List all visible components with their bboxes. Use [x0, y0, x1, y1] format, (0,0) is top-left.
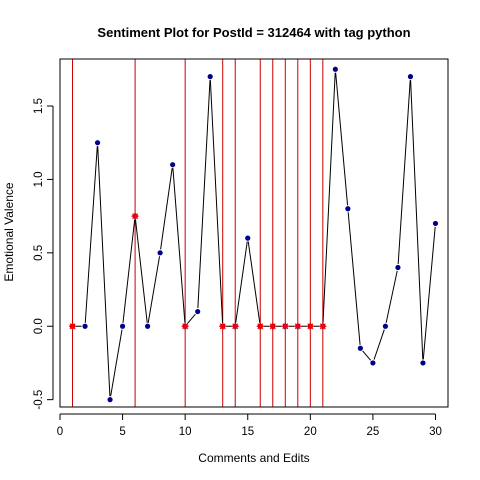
series-segment [410, 80, 424, 360]
x-tick-label: 10 [179, 426, 192, 438]
edit-marker [231, 322, 239, 330]
series-segment [385, 270, 398, 323]
series-segment [235, 241, 248, 323]
series-segment [84, 146, 98, 323]
y-tick-label: 1.5 [33, 98, 45, 114]
chart-title: Sentiment Plot for PostId = 312464 with … [97, 25, 410, 40]
data-point [407, 74, 414, 80]
y-axis-label: Emotional Valence [2, 182, 16, 281]
series-segment [322, 72, 336, 323]
edit-marker-stroke [307, 323, 314, 330]
series-segment [373, 329, 385, 360]
plot-frame [59, 58, 449, 408]
series-segment [197, 80, 211, 309]
series-segment [172, 168, 186, 323]
x-tick-label: 20 [304, 426, 317, 438]
series-segment [187, 313, 196, 324]
series-segment [335, 72, 349, 206]
vertical-lines [72, 59, 324, 407]
data-point [370, 360, 376, 366]
edit-markers [68, 212, 327, 330]
edit-marker [131, 212, 139, 220]
x-tick-label: 5 [119, 426, 125, 438]
series-segment [209, 80, 224, 323]
data-point [195, 308, 201, 315]
data-point [432, 220, 439, 227]
data-point [157, 250, 163, 256]
data-point [332, 66, 338, 72]
x-tick-label: 15 [241, 426, 254, 438]
series-segment [397, 80, 411, 265]
edit-marker-stroke [132, 213, 139, 220]
edit-marker-stroke [269, 323, 276, 330]
data-point [145, 323, 151, 329]
edit-marker-stroke [319, 323, 326, 330]
edit-marker [256, 322, 264, 330]
data-point [420, 360, 426, 366]
edit-marker-stroke [257, 323, 264, 330]
series-segment [147, 256, 161, 323]
y-tick-label: 0.0 [33, 318, 45, 334]
series-segment [134, 219, 148, 323]
edit-marker-stroke [69, 323, 76, 330]
data-point [170, 162, 176, 168]
x-axis-label: Comments and Edits [198, 451, 309, 465]
series-segment [122, 219, 136, 323]
edit-marker [294, 322, 302, 330]
edit-marker [319, 322, 327, 330]
edit-marker-stroke [182, 323, 189, 330]
data-point [245, 235, 251, 241]
edit-marker [68, 322, 77, 330]
data-point [119, 323, 126, 329]
data-point [207, 74, 213, 80]
series-segment [422, 226, 436, 360]
x-tick-label: 0 [57, 426, 63, 438]
y-axis: -0.5 0.0 0.5 1.0 1.5 [33, 98, 54, 410]
data-point [357, 345, 363, 351]
series-segment [97, 146, 111, 397]
edit-marker-stroke [294, 323, 301, 330]
data-point [382, 323, 389, 329]
edit-marker-stroke [219, 323, 226, 330]
data-point [395, 264, 401, 271]
data-point [82, 323, 88, 329]
y-tick-label: 1.0 [33, 171, 45, 187]
x-axis: 0 5 10 15 20 25 30 [57, 413, 442, 438]
series-segment [247, 241, 261, 323]
y-tick-label: -0.5 [33, 390, 45, 410]
series-line [76, 72, 436, 397]
edit-marker-stroke [282, 323, 289, 330]
edit-marker [269, 322, 277, 330]
data-point [94, 140, 101, 146]
data-point [107, 397, 113, 403]
edit-marker [219, 322, 227, 330]
x-tick-label: 30 [429, 426, 442, 438]
series-segment [347, 212, 361, 345]
data-point [345, 206, 351, 212]
edit-marker-stroke [232, 323, 239, 330]
series-segment [110, 329, 123, 397]
y-tick-label: 0.5 [33, 245, 45, 261]
series-segment [362, 350, 372, 361]
series-segment [160, 168, 173, 250]
edit-marker [306, 322, 314, 330]
edit-marker [181, 322, 189, 330]
edit-marker [281, 322, 289, 330]
x-tick-label: 25 [367, 426, 380, 438]
